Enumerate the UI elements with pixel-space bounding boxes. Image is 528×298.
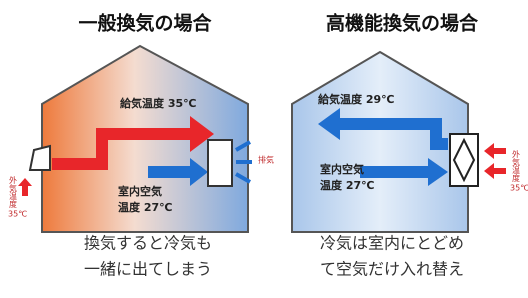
room-label: 温度 27℃ [118, 200, 172, 214]
exhaust-label: 排気 [258, 155, 274, 165]
room-label: 温度 27℃ [320, 178, 374, 192]
outdoor-arrow [484, 143, 506, 159]
intake-vent [30, 146, 50, 170]
outdoor-arrow [18, 178, 32, 196]
title: 高機能換気の場合 [326, 12, 479, 35]
outdoor-temp: 35℃ [8, 210, 27, 219]
title: 一般換気の場合 [78, 12, 212, 35]
caption: 換気すると冷気も [84, 234, 212, 253]
caption: 冷気は室内にとどめ [320, 234, 464, 253]
exhaust-vent [208, 140, 232, 186]
room-label: 室内空気 [320, 162, 364, 176]
outdoor-arrow [484, 163, 506, 179]
outdoor-label: 外気温度 [9, 175, 18, 209]
caption: て空気だけ入れ替え [320, 260, 464, 279]
supply-label: 給気温度 35℃ [120, 96, 196, 110]
supply-label: 給気温度 29℃ [318, 92, 394, 106]
outdoor-label: 外気温度 [512, 149, 521, 183]
caption: 一緒に出てしまう [84, 260, 212, 279]
outdoor-temp: 35℃ [510, 184, 528, 193]
diagram: 一般換気の場合 給気温度 35℃ 室内空気 温度 27℃ 排気 外気温度 35℃… [0, 0, 528, 298]
room-label: 室内空気 [118, 184, 162, 198]
